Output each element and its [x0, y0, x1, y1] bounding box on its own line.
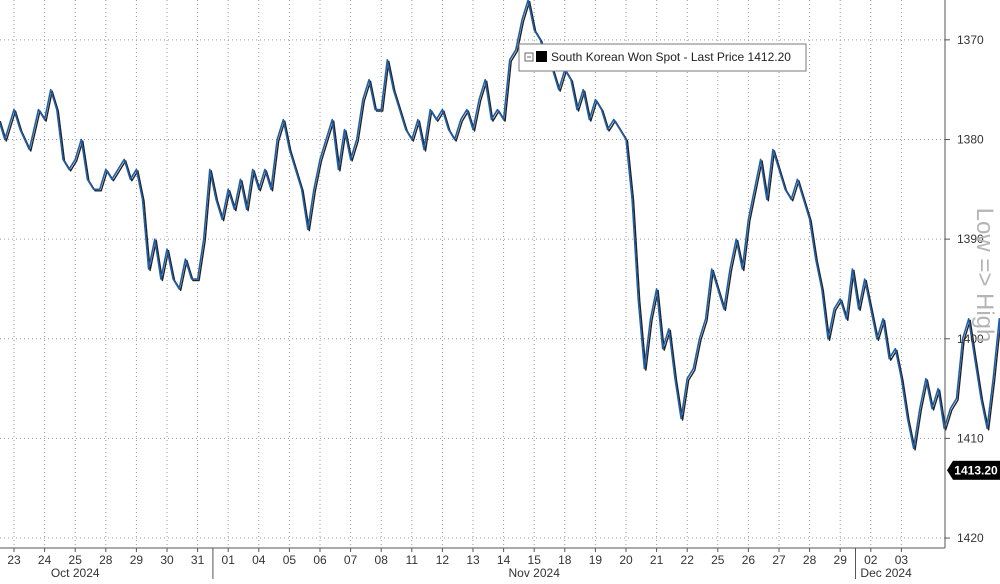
y-tick-label: 1400: [957, 332, 984, 346]
x-tick-label: 07: [344, 553, 358, 567]
x-tick-label: 21: [650, 553, 664, 567]
x-tick-label: 03: [895, 553, 909, 567]
x-tick-label: 23: [7, 553, 21, 567]
y-tick-label: 1420: [957, 531, 984, 545]
x-tick-label: 06: [313, 553, 327, 567]
x-tick-label: 28: [803, 553, 817, 567]
x-tick-label: 15: [528, 553, 542, 567]
x-tick-label: 26: [742, 553, 756, 567]
y-tick-label: 1390: [957, 232, 984, 246]
x-tick-label: 12: [436, 553, 450, 567]
month-label: Oct 2024: [51, 566, 100, 579]
x-tick-label: 29: [130, 553, 144, 567]
x-tick-label: 01: [222, 553, 236, 567]
month-label: Dec 2024: [860, 566, 912, 579]
last-value-box: [953, 460, 1000, 480]
series-line: [0, 0, 1000, 450]
x-tick-label: 14: [497, 553, 511, 567]
y-axis-title-text: Low => High: [971, 208, 998, 343]
x-tick-label: 08: [375, 553, 389, 567]
x-tick-label: 04: [252, 553, 266, 567]
series-shadow-line: [0, 0, 1000, 451]
x-tick-label: 05: [283, 553, 297, 567]
last-value-pointer: [947, 460, 953, 480]
x-tick-label: 02: [864, 553, 878, 567]
x-tick-label: 27: [772, 553, 786, 567]
x-tick-label: 13: [466, 553, 480, 567]
x-tick-label: 30: [160, 553, 174, 567]
x-tick-label: 29: [834, 553, 848, 567]
last-value-text: 1413.20: [954, 463, 998, 477]
y-tick-label: 1380: [957, 132, 984, 146]
x-tick-label: 19: [589, 553, 603, 567]
y-tick-label: 1410: [957, 431, 984, 445]
x-tick-label: 18: [558, 553, 572, 567]
x-tick-label: 22: [681, 553, 695, 567]
y-axis-title: Low => High: [971, 208, 998, 343]
legend-box: [518, 43, 807, 72]
x-tick-label: 31: [191, 553, 205, 567]
grid-layer: [0, 0, 945, 548]
x-tick-label: 20: [619, 553, 633, 567]
y-tick-label: 1370: [957, 33, 984, 47]
x-tick-label: 25: [69, 553, 83, 567]
legend: South Korean Won Spot - Last Price 1412.…: [518, 43, 807, 72]
legend-label: South Korean Won Spot - Last Price 1412.…: [551, 50, 791, 64]
last-value-label: 1413.20: [947, 460, 1000, 480]
series-layer: [0, 0, 1000, 450]
x-tick-label: 25: [711, 553, 725, 567]
series-shadow-layer: [0, 0, 1000, 451]
legend-swatch: [536, 51, 547, 62]
x-tick-label: 11: [406, 553, 419, 567]
x-tick-label: 28: [99, 553, 113, 567]
x-tick-label: 24: [38, 553, 52, 567]
month-label: Nov 2024: [509, 566, 561, 579]
